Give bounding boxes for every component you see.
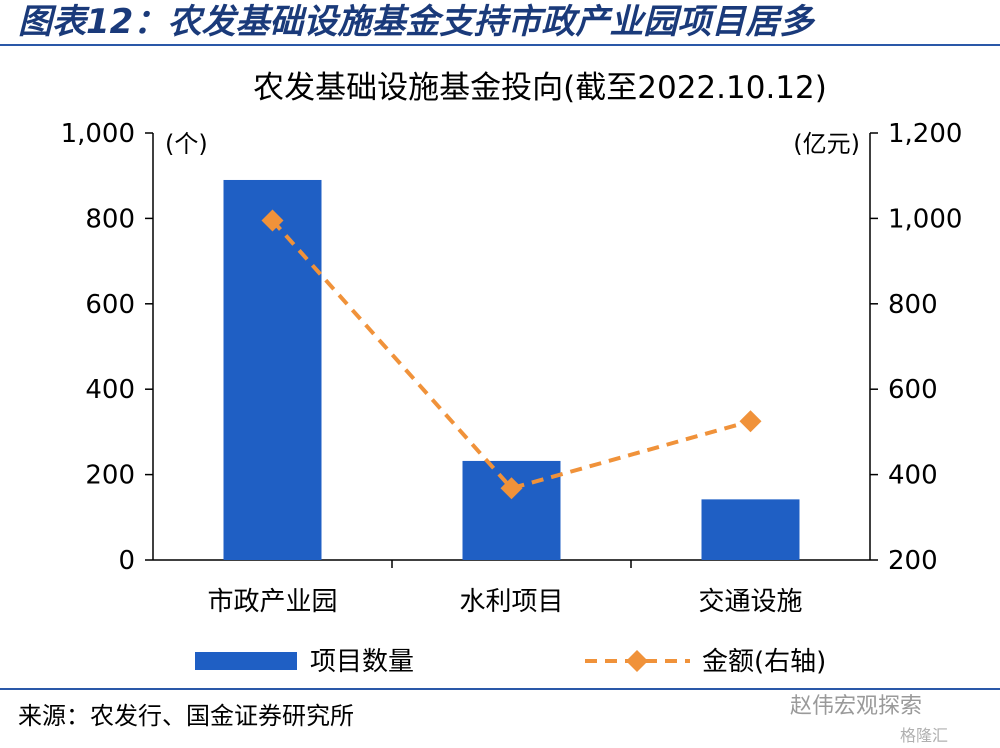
header-rule: [0, 44, 1000, 46]
left-axis-unit: (个): [165, 130, 208, 158]
footer-rule: [0, 688, 1000, 690]
line-series: [261, 209, 762, 500]
left-tick-label: 1,000: [61, 119, 135, 149]
right-tick-label: 200: [888, 546, 938, 576]
left-tick-label: 800: [85, 204, 135, 234]
category-label: 市政产业园: [207, 587, 337, 617]
right-tick-label: 1,200: [888, 119, 962, 149]
bar: [701, 499, 800, 560]
right-tick-label: 600: [888, 375, 938, 405]
legend-bar-swatch: [195, 652, 297, 670]
legend: 项目数量 金额(右轴): [195, 647, 826, 677]
left-tick-label: 600: [85, 290, 135, 320]
left-tick-label: 400: [85, 375, 135, 405]
category-labels: 市政产业园 水利项目 交通设施: [207, 587, 802, 617]
left-tick-label: 200: [85, 461, 135, 491]
right-axis-unit: (亿元): [793, 130, 860, 158]
right-tick-label: 800: [888, 290, 938, 320]
category-label: 交通设施: [698, 587, 802, 617]
source-note: 来源：农发行、国金证券研究所: [18, 702, 354, 730]
line-point: [261, 209, 284, 232]
legend-line-marker: [626, 650, 648, 672]
bar: [223, 179, 322, 560]
bar-series: [223, 179, 800, 560]
chart-title: 农发基础设施基金投向(截至2022.10.12): [253, 70, 827, 106]
legend-bar-label: 项目数量: [310, 647, 414, 677]
right-tick-label: 1,000: [888, 204, 962, 234]
line-point: [739, 410, 762, 433]
legend-line-label: 金额(右轴): [702, 647, 826, 677]
axes: 0 200 400 600 800 1,000 200 400 600 800 1,000 1,200: [61, 119, 963, 576]
line-point: [500, 477, 523, 500]
figure-title: 图表12：农发基础设施基金支持市政产业园项目居多: [18, 2, 814, 42]
right-tick-label: 400: [888, 461, 938, 491]
line-path: [271, 219, 752, 491]
bar: [462, 460, 561, 560]
category-label: 水利项目: [459, 587, 563, 617]
watermark-logo: 格隆汇: [900, 726, 949, 745]
chart: 农发基础设施基金投向(截至2022.10.12) (个) (亿元) 0 200 40…: [61, 70, 963, 677]
left-tick-label: 0: [118, 546, 135, 576]
watermark-text: 赵伟宏观探索: [790, 694, 923, 719]
